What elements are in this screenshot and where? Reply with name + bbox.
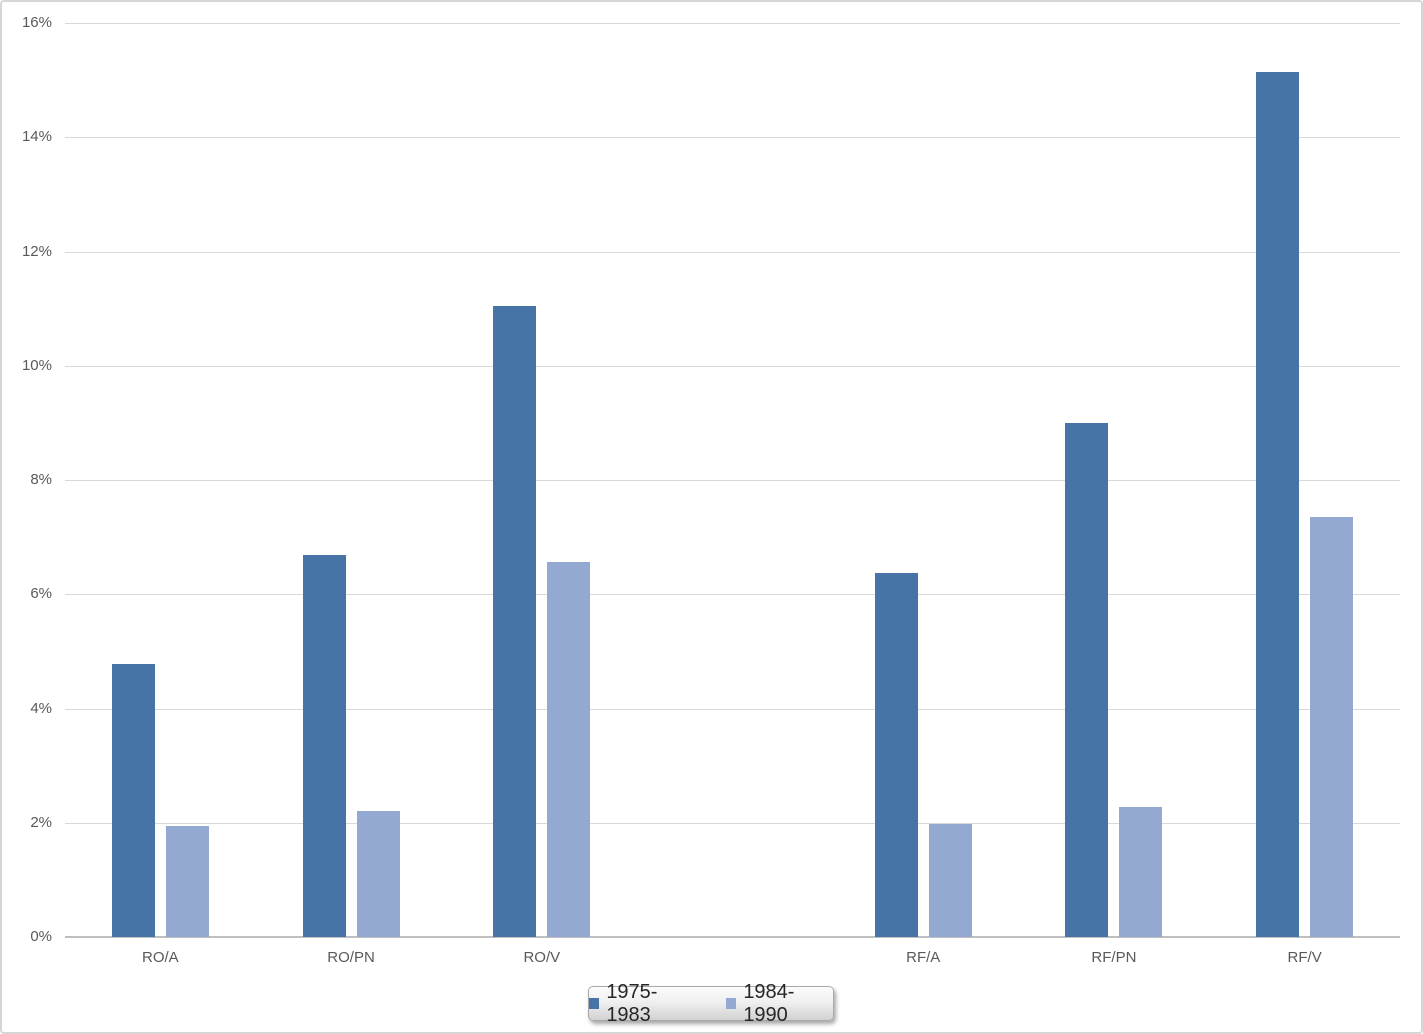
y-tick-label-2%: 2% [30, 813, 52, 831]
bar-rf-pn-1984-1990 [1119, 806, 1163, 937]
y-tick-label-0%: 0% [30, 928, 52, 945]
gridline-12% [65, 251, 1400, 253]
gridline-4% [65, 708, 1400, 710]
x-tick-label-rf-pn: RF/PN [1091, 949, 1137, 966]
y-tick-label-16%: 16% [21, 14, 52, 31]
y-tick-label-4%: 4% [30, 699, 52, 717]
x-tick-label-rf-a: RF/A [906, 949, 941, 966]
y-tick-label-10%: 10% [21, 356, 52, 374]
x-tick-label-ro-a: RO/A [142, 949, 179, 966]
legend-swatch-series-1 [589, 998, 600, 1009]
bar-rf-pn-1975-1983 [1065, 423, 1109, 937]
gridline-2% [65, 822, 1400, 824]
gridline-8% [65, 480, 1400, 481]
gridline-14% [65, 137, 1400, 139]
y-tick-label-14%: 14% [21, 128, 52, 146]
legend-item-series-2: 1984-1990 [726, 981, 833, 1027]
legend-item-series-1: 1975-1983 [589, 981, 696, 1027]
bar-ro-v-1975-1983 [493, 305, 537, 937]
bar-rf-v-1975-1983 [1256, 72, 1300, 937]
bar-rf-v-1984-1990 [1310, 517, 1354, 937]
bar-ro-pn-1984-1990 [356, 811, 400, 937]
bar-ro-pn-1975-1983 [302, 554, 346, 937]
x-tick-label-ro-v: RO/V [523, 949, 561, 966]
y-tick-label-12%: 12% [21, 242, 52, 260]
bar-rf-a-1975-1983 [874, 572, 918, 937]
bar-ro-a-1975-1983 [111, 663, 155, 937]
x-axis-line [65, 936, 1400, 938]
x-tick-label-ro-pn: RO/PN [327, 949, 375, 966]
y-tick-label-8%: 8% [30, 471, 52, 488]
gridline-16% [65, 23, 1400, 24]
bar-rf-a-1984-1990 [928, 824, 972, 937]
chart-legend: 1975-1983 1984-1990 [588, 981, 834, 1026]
legend-label-series-2: 1984-1990 [743, 980, 795, 1026]
x-tick-label-rf-v: RF/V [1287, 949, 1322, 966]
bar-ro-v-1984-1990 [547, 562, 591, 937]
legend-swatch-series-2 [726, 998, 737, 1009]
bar-ro-a-1984-1990 [165, 825, 209, 937]
gridline-6% [65, 594, 1400, 596]
legend-label-series-1: 1975-1983 [606, 980, 658, 1026]
y-tick-label-6%: 6% [30, 585, 52, 603]
gridline-10% [65, 365, 1400, 367]
